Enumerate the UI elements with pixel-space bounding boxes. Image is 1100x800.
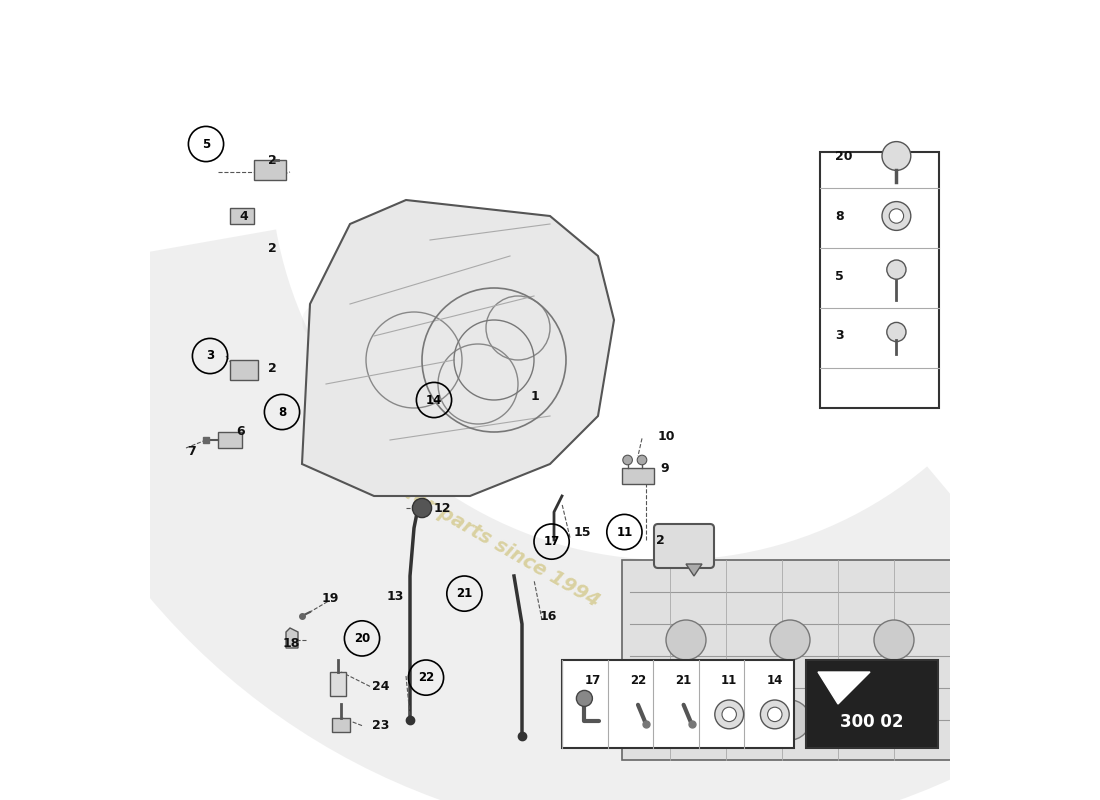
Text: 2: 2 [656,534,664,546]
Text: 18: 18 [283,637,300,650]
Circle shape [874,700,914,740]
Polygon shape [302,200,614,496]
Text: 10: 10 [658,430,675,442]
Bar [330,672,346,696]
Wedge shape [0,230,1100,800]
FancyBboxPatch shape [806,660,938,748]
Polygon shape [286,628,298,648]
Text: 20: 20 [354,632,370,645]
Text: 14: 14 [426,394,442,406]
Text: 5: 5 [835,270,844,282]
Circle shape [882,202,911,230]
Circle shape [889,209,903,223]
Bar [218,432,242,448]
Text: 8: 8 [835,210,844,222]
Circle shape [637,455,647,465]
Text: 21: 21 [675,674,692,687]
Circle shape [768,707,782,722]
Text: 22: 22 [418,671,434,684]
Circle shape [722,707,736,722]
Text: 13: 13 [387,590,405,602]
Text: 19: 19 [322,592,340,605]
Circle shape [623,455,632,465]
Text: 15: 15 [574,526,592,538]
Text: 6: 6 [236,425,245,438]
Bar [230,360,258,380]
Text: 3: 3 [835,330,844,342]
Text: 21: 21 [456,587,473,600]
Text: 20: 20 [835,150,852,162]
FancyBboxPatch shape [562,660,794,748]
Circle shape [715,700,744,729]
Text: 17: 17 [584,674,601,687]
Polygon shape [621,560,966,760]
Circle shape [666,700,706,740]
Bar [332,718,350,732]
Polygon shape [686,564,702,576]
Circle shape [576,690,593,706]
Circle shape [770,700,810,740]
Text: 300 02: 300 02 [840,714,904,731]
Circle shape [882,142,911,170]
Circle shape [887,322,906,342]
Text: 17: 17 [543,535,560,548]
Text: eEPC: eEPC [299,294,449,346]
Text: 2: 2 [268,362,277,374]
Text: 9: 9 [660,462,669,474]
Text: 1: 1 [531,390,539,402]
Text: 12: 12 [434,502,451,514]
Text: 2: 2 [268,242,277,254]
Text: 11: 11 [722,674,737,687]
Circle shape [770,620,810,660]
Text: a passion for parts since 1994: a passion for parts since 1994 [306,429,603,611]
Circle shape [666,620,706,660]
FancyBboxPatch shape [821,152,938,408]
Text: 11: 11 [616,526,632,538]
Circle shape [412,498,431,518]
Bar [254,160,286,180]
Text: 8: 8 [278,406,286,418]
Circle shape [760,700,789,729]
FancyBboxPatch shape [654,524,714,568]
Circle shape [874,620,914,660]
Bar [230,208,254,224]
Polygon shape [621,468,654,484]
Text: 22: 22 [630,674,646,687]
Text: 7: 7 [187,445,196,458]
Polygon shape [818,672,870,704]
Text: 16: 16 [540,610,557,623]
Circle shape [887,260,906,279]
Text: 23: 23 [373,719,389,732]
Text: 3: 3 [206,350,214,362]
Text: 2: 2 [268,154,277,166]
Text: 4: 4 [240,210,249,222]
Text: 5: 5 [202,138,210,150]
Text: 14: 14 [767,674,783,687]
Text: 24: 24 [373,680,389,693]
